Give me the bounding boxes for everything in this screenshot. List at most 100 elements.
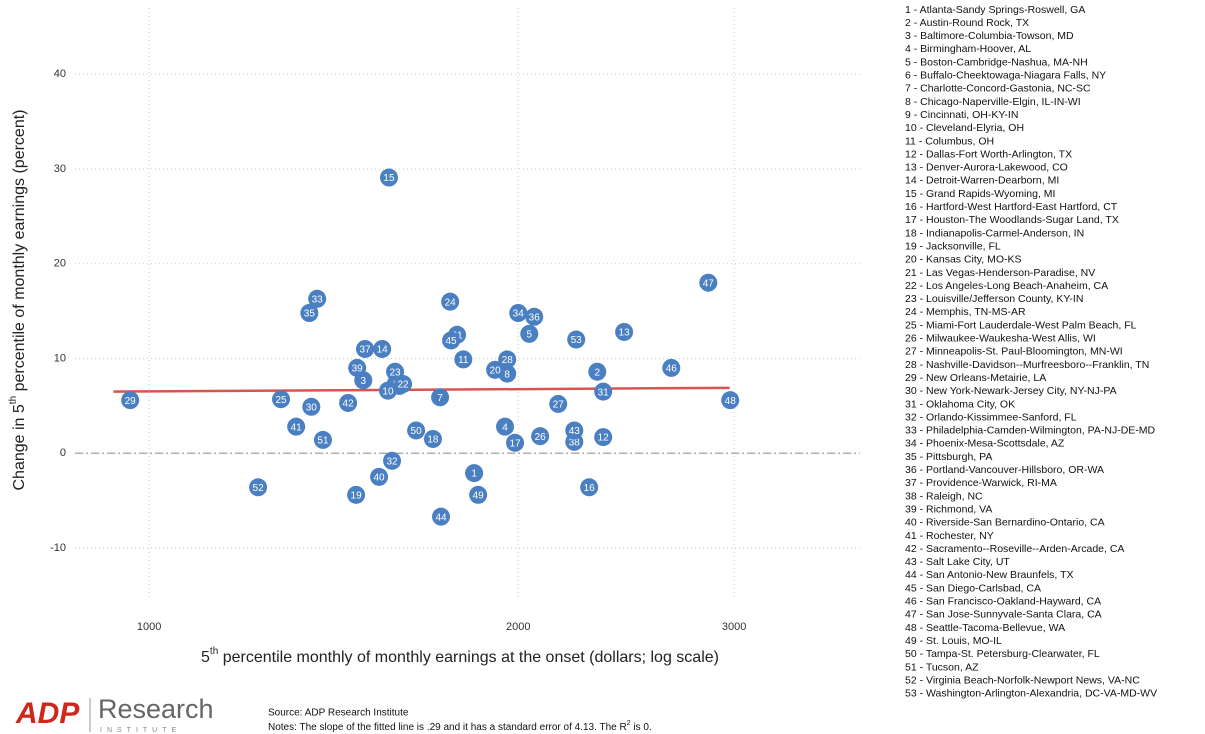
legend-entry: 18 - Indianapolis-Carmel-Anderson, IN: [905, 227, 1084, 239]
legend-entry: 15 - Grand Rapids-Wyoming, MI: [905, 188, 1055, 200]
logo-name: Research: [98, 694, 214, 724]
legend-entry: 2 - Austin-Round Rock, TX: [905, 17, 1029, 29]
point: [356, 339, 375, 358]
point-label: 25: [275, 395, 287, 406]
point-label: 42: [343, 399, 355, 410]
point: [496, 417, 515, 436]
legend-entry: 1 - Atlanta-Sandy Springs-Roswell, GA: [905, 4, 1085, 16]
point-label: 1: [471, 469, 477, 480]
point: [580, 478, 599, 497]
point: [531, 427, 550, 446]
point: [313, 430, 332, 449]
legend-entry: 36 - Portland-Vancouver-Hillsboro, OR-WA: [905, 464, 1104, 476]
point-label: 47: [703, 278, 715, 289]
point-label: 45: [446, 336, 458, 347]
point-label: 36: [529, 312, 541, 323]
legend-entry: 45 - San Diego-Carlsbad, CA: [905, 582, 1041, 594]
legend-entry: 28 - Nashville-Davidson--Murfreesboro--F…: [905, 359, 1149, 371]
legend-entry: 22 - Los Angeles-Long Beach-Anaheim, CA: [905, 280, 1108, 292]
point: [567, 330, 586, 349]
point-label: 28: [502, 355, 514, 366]
point-label: 38: [569, 437, 581, 448]
legend-entry: 3 - Baltimore-Columbia-Towson, MD: [905, 30, 1074, 42]
point: [370, 467, 389, 486]
legend-entry: 50 - Tampa-St. Petersburg-Clearwater, FL: [905, 648, 1100, 660]
point-label: 10: [382, 386, 394, 397]
notes: Notes: The slope of the fitted line is .…: [268, 720, 652, 733]
legend-entry: 38 - Raleigh, NC: [905, 490, 983, 502]
legend-entry: 10 - Cleveland-Elyria, OH: [905, 122, 1024, 134]
point-label: 7: [437, 393, 443, 404]
point: [347, 485, 366, 504]
point: [378, 381, 397, 400]
point-label: 2: [594, 367, 600, 378]
point-label: 50: [411, 426, 423, 437]
point-label: 44: [435, 512, 447, 523]
point-label: 4: [502, 422, 508, 433]
point: [594, 428, 613, 447]
notes-sup: 2: [627, 720, 631, 727]
point-label: 52: [253, 483, 265, 494]
point-label: 27: [553, 400, 565, 411]
legend-entry: 40 - Riverside-San Bernardino-Ontario, C…: [905, 517, 1105, 529]
legend-entry: 8 - Chicago-Naperville-Elgin, IL-IN-WI: [905, 96, 1081, 108]
point: [383, 451, 402, 470]
point-label: 39: [352, 364, 364, 375]
legend-entry: 13 - Denver-Aurora-Lakewood, CO: [905, 162, 1068, 174]
point: [454, 350, 473, 369]
legend-entry: 16 - Hartford-West Hartford-East Hartfor…: [905, 201, 1118, 213]
point-label: 20: [490, 365, 502, 376]
point: [441, 292, 460, 311]
point: [525, 307, 544, 326]
point: [407, 421, 426, 440]
legend-entry: 44 - San Antonio-New Braunfels, TX: [905, 569, 1073, 581]
point: [498, 350, 517, 369]
fit-line: [113, 386, 730, 393]
legend-entry: 29 - New Orleans-Metairie, LA: [905, 372, 1046, 384]
legend-entry: 43 - Salt Lake City, UT: [905, 556, 1010, 568]
point: [249, 478, 268, 497]
point: [423, 429, 442, 448]
point-label: 34: [513, 309, 525, 320]
x-tick-label: 3000: [722, 621, 746, 633]
logo-mark: ADP: [15, 697, 80, 730]
point-label: 14: [377, 345, 389, 356]
legend-entry: 47 - San Jose-Sunnyvale-Santa Clara, CA: [905, 609, 1102, 621]
point-label: 18: [427, 435, 439, 446]
point: [308, 289, 327, 308]
point-label: 32: [386, 456, 398, 467]
legend-entry: 53 - Washington-Arlington-Alexandria, DC…: [905, 688, 1157, 700]
point-label: 5: [527, 329, 533, 340]
legend-entry: 20 - Kansas City, MO-KS: [905, 254, 1022, 266]
point-label: 41: [291, 422, 303, 433]
point-label: 53: [571, 335, 583, 346]
point: [469, 485, 488, 504]
y-tick-label: -10: [50, 542, 66, 554]
x-axis-label: 5th percentile monthly of monthly earnin…: [201, 646, 719, 667]
y-label-part: percentile of monthly earnings (percent): [11, 109, 28, 395]
legend-entry: 46 - San Francisco-Oakland-Hayward, CA: [905, 596, 1101, 608]
legend-entry: 14 - Detroit-Warren-Dearborn, MI: [905, 175, 1059, 187]
legend-entry: 7 - Charlotte-Concord-Gastonia, NC-SC: [905, 83, 1091, 95]
legend-entry: 48 - Seattle-Tacoma-Bellevue, WA: [905, 622, 1065, 634]
y-tick-label: 40: [54, 68, 66, 80]
y-label-sup: th: [8, 396, 19, 404]
y-label-part: Change in 5: [11, 404, 28, 490]
point: [594, 382, 613, 401]
point-label: 13: [619, 328, 631, 339]
point: [699, 273, 718, 292]
x-label-part: 5: [201, 649, 210, 666]
legend-entry: 4 - Birmingham-Hoover, AL: [905, 43, 1031, 55]
y-tick-label: 0: [60, 447, 66, 459]
legend-entry: 24 - Memphis, TN-MS-AR: [905, 306, 1026, 318]
legend-entry: 34 - Phoenix-Mesa-Scottsdale, AZ: [905, 438, 1065, 450]
point-label: 24: [445, 297, 457, 308]
point: [506, 433, 525, 452]
y-tick-label: 30: [54, 163, 66, 175]
point-label: 30: [306, 402, 318, 413]
point-label: 33: [312, 294, 324, 305]
point-label: 43: [569, 426, 581, 437]
point: [565, 421, 584, 440]
point-label: 23: [390, 367, 402, 378]
legend-entry: 51 - Tucson, AZ: [905, 661, 979, 673]
